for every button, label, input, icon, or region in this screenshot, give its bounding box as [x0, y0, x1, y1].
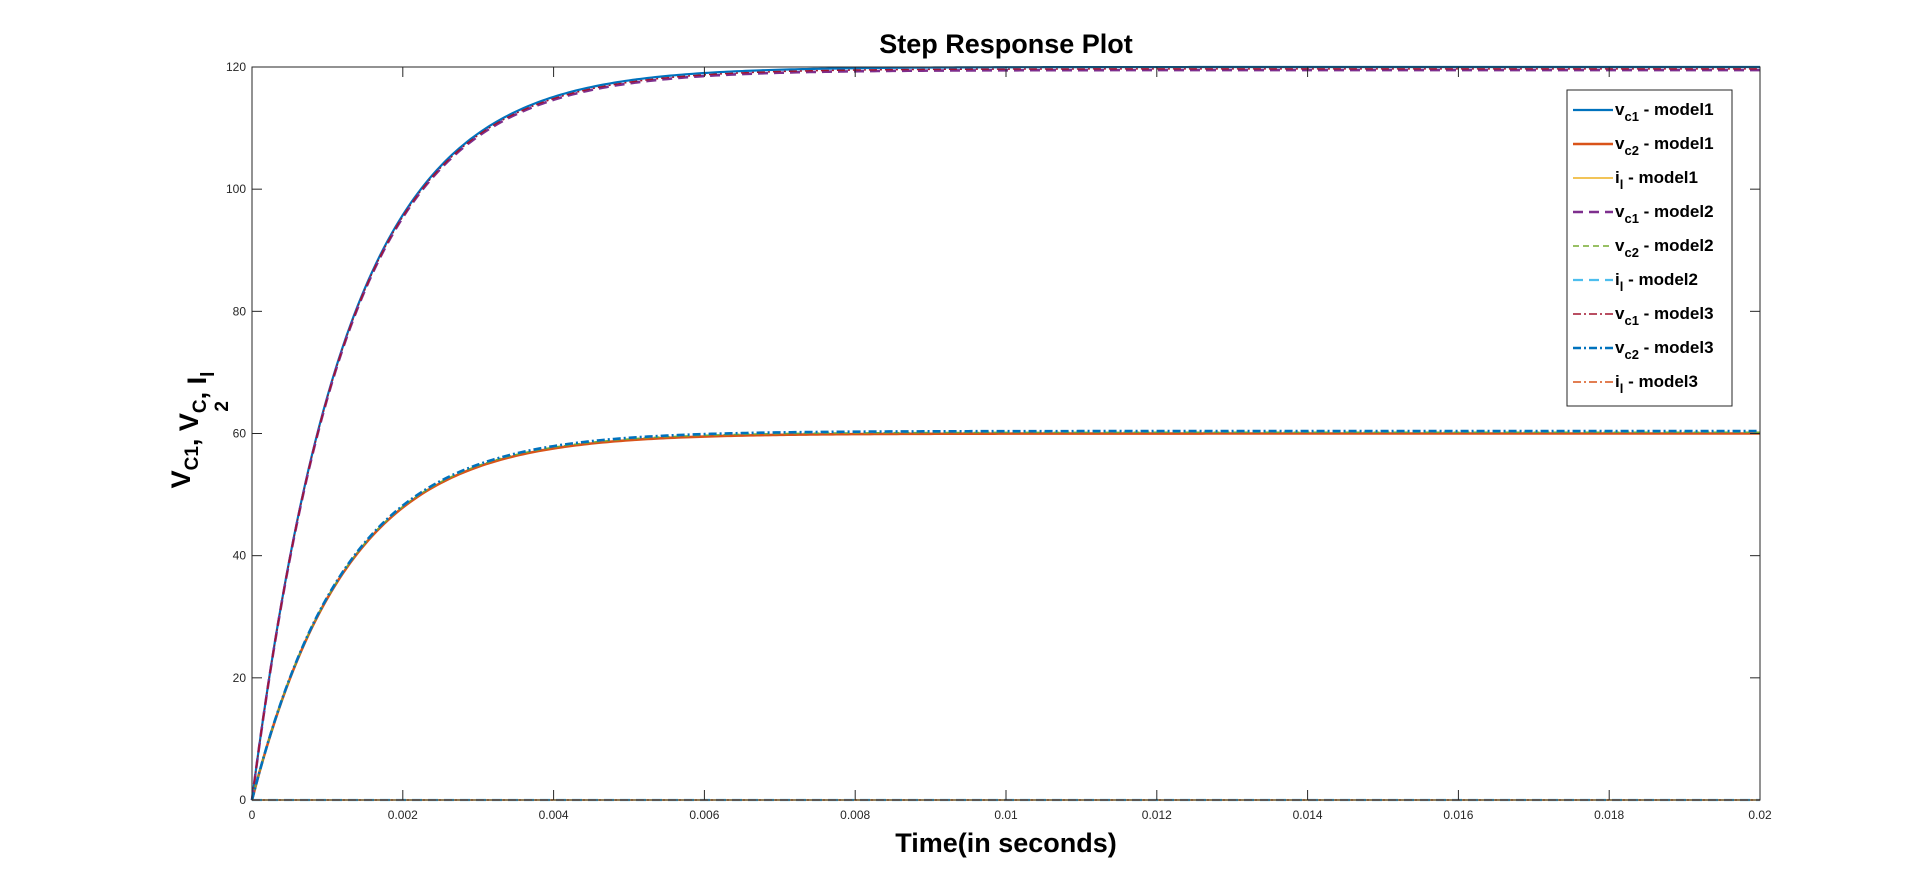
legend-entry: il - model2 — [1615, 270, 1698, 294]
y-tick-label: 20 — [233, 671, 247, 685]
y-tick-label: 100 — [226, 182, 246, 196]
x-tick-label: 0 — [249, 808, 256, 822]
chart-title: Step Response Plot — [879, 29, 1133, 59]
series-line-2 — [250, 432, 1760, 801]
y-axis-title-sub: l — [198, 372, 219, 377]
x-tick-label: 0.008 — [840, 808, 870, 822]
legend-entry: vc2 - model1 — [1615, 134, 1714, 158]
legend-entry: vc1 - model2 — [1615, 202, 1714, 226]
y-axis-title-part: , V — [174, 413, 204, 446]
y-axis-title-part: , I — [182, 377, 212, 400]
legend-box — [1566, 89, 1733, 407]
y-tick-label: 60 — [233, 427, 247, 441]
legend-entry: il - model1 — [1615, 168, 1698, 192]
y-tick-label: 80 — [233, 304, 247, 318]
legend: vc1 - model1 vc2 - model1 il - model1 vc1 -… — [1566, 89, 1733, 407]
x-tick-label: 0.02 — [1748, 808, 1772, 822]
y-tick-label: 40 — [233, 549, 247, 563]
y-axis-title: VC1, VC, Il 2 — [166, 372, 233, 489]
y-axis-title-part: V — [166, 470, 196, 488]
y-tick-label: 0 — [239, 793, 246, 807]
legend-entry: vc2 - model2 — [1615, 236, 1714, 260]
series-line-7 — [251, 68, 1760, 801]
legend-entry: vc1 - model3 — [1615, 304, 1714, 328]
y-tick-label: 120 — [226, 60, 246, 74]
series-line-8 — [250, 429, 1760, 801]
x-tick-label: 0.012 — [1142, 808, 1172, 822]
x-axis-title: Time(in seconds) — [895, 828, 1117, 858]
x-tick-label: 0.016 — [1443, 808, 1473, 822]
x-tick-label: 0.018 — [1594, 808, 1624, 822]
x-tick-label: 0.01 — [994, 808, 1018, 822]
legend-entry: il - model3 — [1615, 372, 1698, 396]
y-axis-title-sub: 2 — [212, 401, 233, 412]
y-axis-title-sub: C1 — [182, 446, 203, 471]
x-tick-label: 0.014 — [1293, 808, 1323, 822]
legend-entry: vc2 - model3 — [1615, 338, 1714, 362]
x-tick-label: 0.002 — [388, 808, 418, 822]
y-axis-title-sub: C — [190, 399, 211, 413]
x-tick-label: 0.004 — [539, 808, 569, 822]
axes-layer: 0 0.002 0.004 0.006 0.008 0.01 0.012 0.014 0.016… — [226, 60, 1772, 822]
x-tick-label: 0.006 — [689, 808, 719, 822]
legend-entry: vc1 - model1 — [1615, 100, 1714, 124]
